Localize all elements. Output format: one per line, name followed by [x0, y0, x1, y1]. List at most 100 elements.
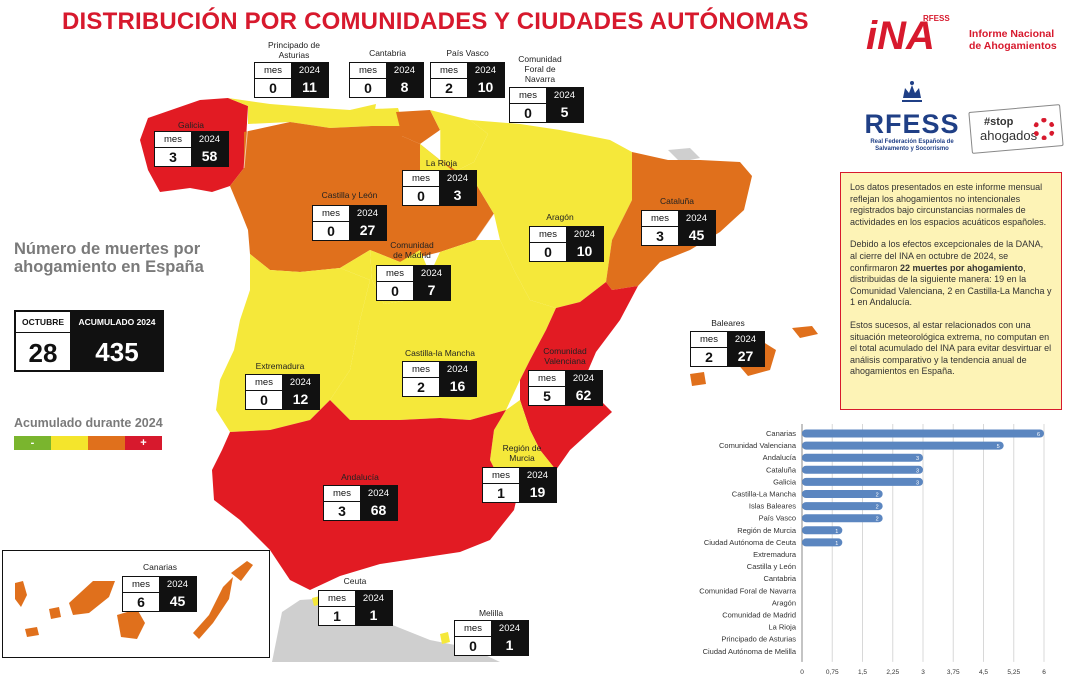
region-name-pais-vasco: País Vasco: [446, 48, 489, 58]
category-label: Andalucía: [763, 453, 797, 462]
region-box-extremadura: mes 2024 0 12: [245, 374, 320, 410]
region-name-melilla: Melilla: [478, 608, 504, 618]
region-box-pais-vasco: mes 2024 2 10: [430, 62, 505, 98]
region-name-ceuta: Ceuta: [343, 576, 367, 586]
island-tenerife: [69, 581, 115, 615]
rfess-logo: RFESS Real Federación Española de Salvam…: [862, 80, 962, 158]
summary-title: Número de muertes por ahogamiento en Esp…: [14, 240, 204, 276]
bar: [802, 526, 843, 535]
region-box-galicia: mes 2024 3 58: [154, 131, 229, 167]
region-baleares-menorca: [792, 326, 818, 338]
canarias-islands: [15, 561, 253, 639]
region-box-murcia: mes 2024 1 19: [482, 467, 557, 503]
island-fuerteventura: [193, 577, 233, 639]
x-tick-label: 0,75: [826, 669, 839, 676]
region-box-castilla-leon: mes 2024 0 27: [312, 205, 387, 241]
stop-line2: ahogados: [980, 128, 1038, 143]
category-label: Extremadura: [753, 550, 797, 559]
category-label: Castilla-La Mancha: [732, 490, 797, 499]
bar-value-label: 2: [876, 505, 879, 511]
category-label: Cantabria: [763, 574, 796, 583]
stop-ahogados-logo: #stop ahogados: [968, 104, 1064, 154]
island-la-palma: [15, 581, 27, 607]
bar-value-label: 6: [1037, 432, 1040, 438]
summary-month-label: OCTUBRE: [16, 312, 70, 332]
region-melilla: [440, 632, 450, 644]
bar-value-label: 1: [835, 529, 838, 535]
category-label: Aragón: [772, 598, 796, 607]
info-box: Los datos presentados en este informe me…: [840, 172, 1062, 410]
stop-line1: #stop: [984, 116, 1014, 128]
region-name-extremadura: Extremadura: [255, 361, 305, 371]
bar-value-label: 3: [916, 468, 919, 474]
bar: [802, 514, 883, 523]
region-name-cantabria: Cantabria: [369, 48, 406, 58]
region-asturias: [228, 98, 376, 128]
info-paragraph-1: Los datos presentados en este informe me…: [850, 182, 1047, 227]
info-paragraph-3: Estos sucesos, al estar relacionados con…: [850, 319, 1052, 377]
category-label: Cataluña: [766, 465, 797, 474]
bar-value-label: 3: [916, 456, 919, 462]
x-tick-label: 3: [921, 669, 925, 676]
region-name-cataluna: Cataluña: [659, 196, 695, 206]
region-name-navarra: Comunidad Foral de Navarra: [518, 54, 562, 84]
region-ytd-value: 11: [291, 78, 328, 97]
ina-logo: iNA RFESS Informe Nacional de Ahogamient…: [866, 14, 1066, 64]
category-label: Islas Baleares: [749, 502, 796, 511]
crown-icon: [902, 81, 922, 102]
x-tick-label: 1,5: [858, 669, 867, 676]
region-name-castilla-mancha: Castilla-la Mancha: [405, 348, 475, 358]
legend-swatch-mid: [88, 436, 125, 450]
category-label: Canarias: [766, 429, 796, 438]
region-box-castilla-mancha: mes 2024 2 16: [402, 361, 477, 397]
bar-value-label: 2: [876, 517, 879, 523]
region-name-andalucia: Andalucía: [341, 472, 379, 482]
x-tick-label: 2,25: [886, 669, 899, 676]
region-box-cataluna: mes 2024 3 45: [641, 210, 716, 246]
info-highlight: 22 muertes por ahogamiento: [900, 262, 1024, 273]
category-label: Comunidad Valenciana: [719, 441, 797, 450]
france-land: [668, 148, 700, 162]
x-tick-label: 0: [800, 669, 804, 676]
category-label: Comunidad de Madrid: [722, 611, 796, 620]
region-pais-vasco: [396, 110, 440, 144]
island-el-hierro: [25, 627, 39, 637]
bar: [802, 441, 1004, 450]
x-tick-label: 6: [1042, 669, 1046, 676]
region-name-baleares: Baleares: [711, 318, 745, 328]
summary-box: OCTUBRE ACUMULADO 2024 28 435: [14, 310, 164, 372]
legend-title: Acumulado durante 2024: [14, 416, 163, 430]
rfess-sub: Real Federación Española de Salvamento y…: [870, 139, 954, 152]
x-tick-label: 3,75: [947, 669, 960, 676]
region-box-valenciana: mes 2024 5 62: [528, 370, 603, 406]
region-month-value: 0: [255, 78, 291, 97]
region-box-asturias: mes 2024 0 11: [254, 62, 329, 98]
island-gran-canaria: [117, 609, 145, 639]
summary-ytd-value: 435: [70, 332, 164, 372]
region-box-andalucia: mes 2024 3 68: [323, 485, 398, 521]
region-box-baleares: mes 2024 2 27: [690, 331, 765, 367]
region-box-aragon: mes 2024 0 10: [529, 226, 604, 262]
ina-text: Informe Nacional de Ahogamientos: [969, 28, 1057, 52]
category-label: Región de Murcia: [737, 526, 797, 535]
category-label: Galicia: [773, 477, 797, 486]
region-name-canarias: Canarias: [142, 562, 178, 572]
summary-ytd-label: ACUMULADO 2024: [70, 312, 164, 332]
region-castilla-mancha: [330, 240, 556, 420]
bar-value-label: 2: [876, 493, 879, 499]
region-name-aragon: Aragón: [546, 212, 574, 222]
rfess-word: RFESS: [864, 109, 960, 139]
region-name-castilla-leon: Castilla y León: [321, 190, 378, 200]
region-name-asturias: Principado de Asturias: [268, 40, 320, 60]
summary-month-value: 28: [16, 332, 70, 372]
region-name-madrid: Comunidad de Madrid: [390, 240, 434, 260]
spain-map: [140, 98, 818, 662]
region-name-murcia: Región de Murcia: [502, 443, 542, 463]
category-label: Ciudad Autónoma de Ceuta: [704, 538, 797, 547]
bar-chart: 0 0,75 1,5 2,25 3 3,75 4,5 5,25 6 Canarias 6 Comuni…: [699, 424, 1046, 676]
